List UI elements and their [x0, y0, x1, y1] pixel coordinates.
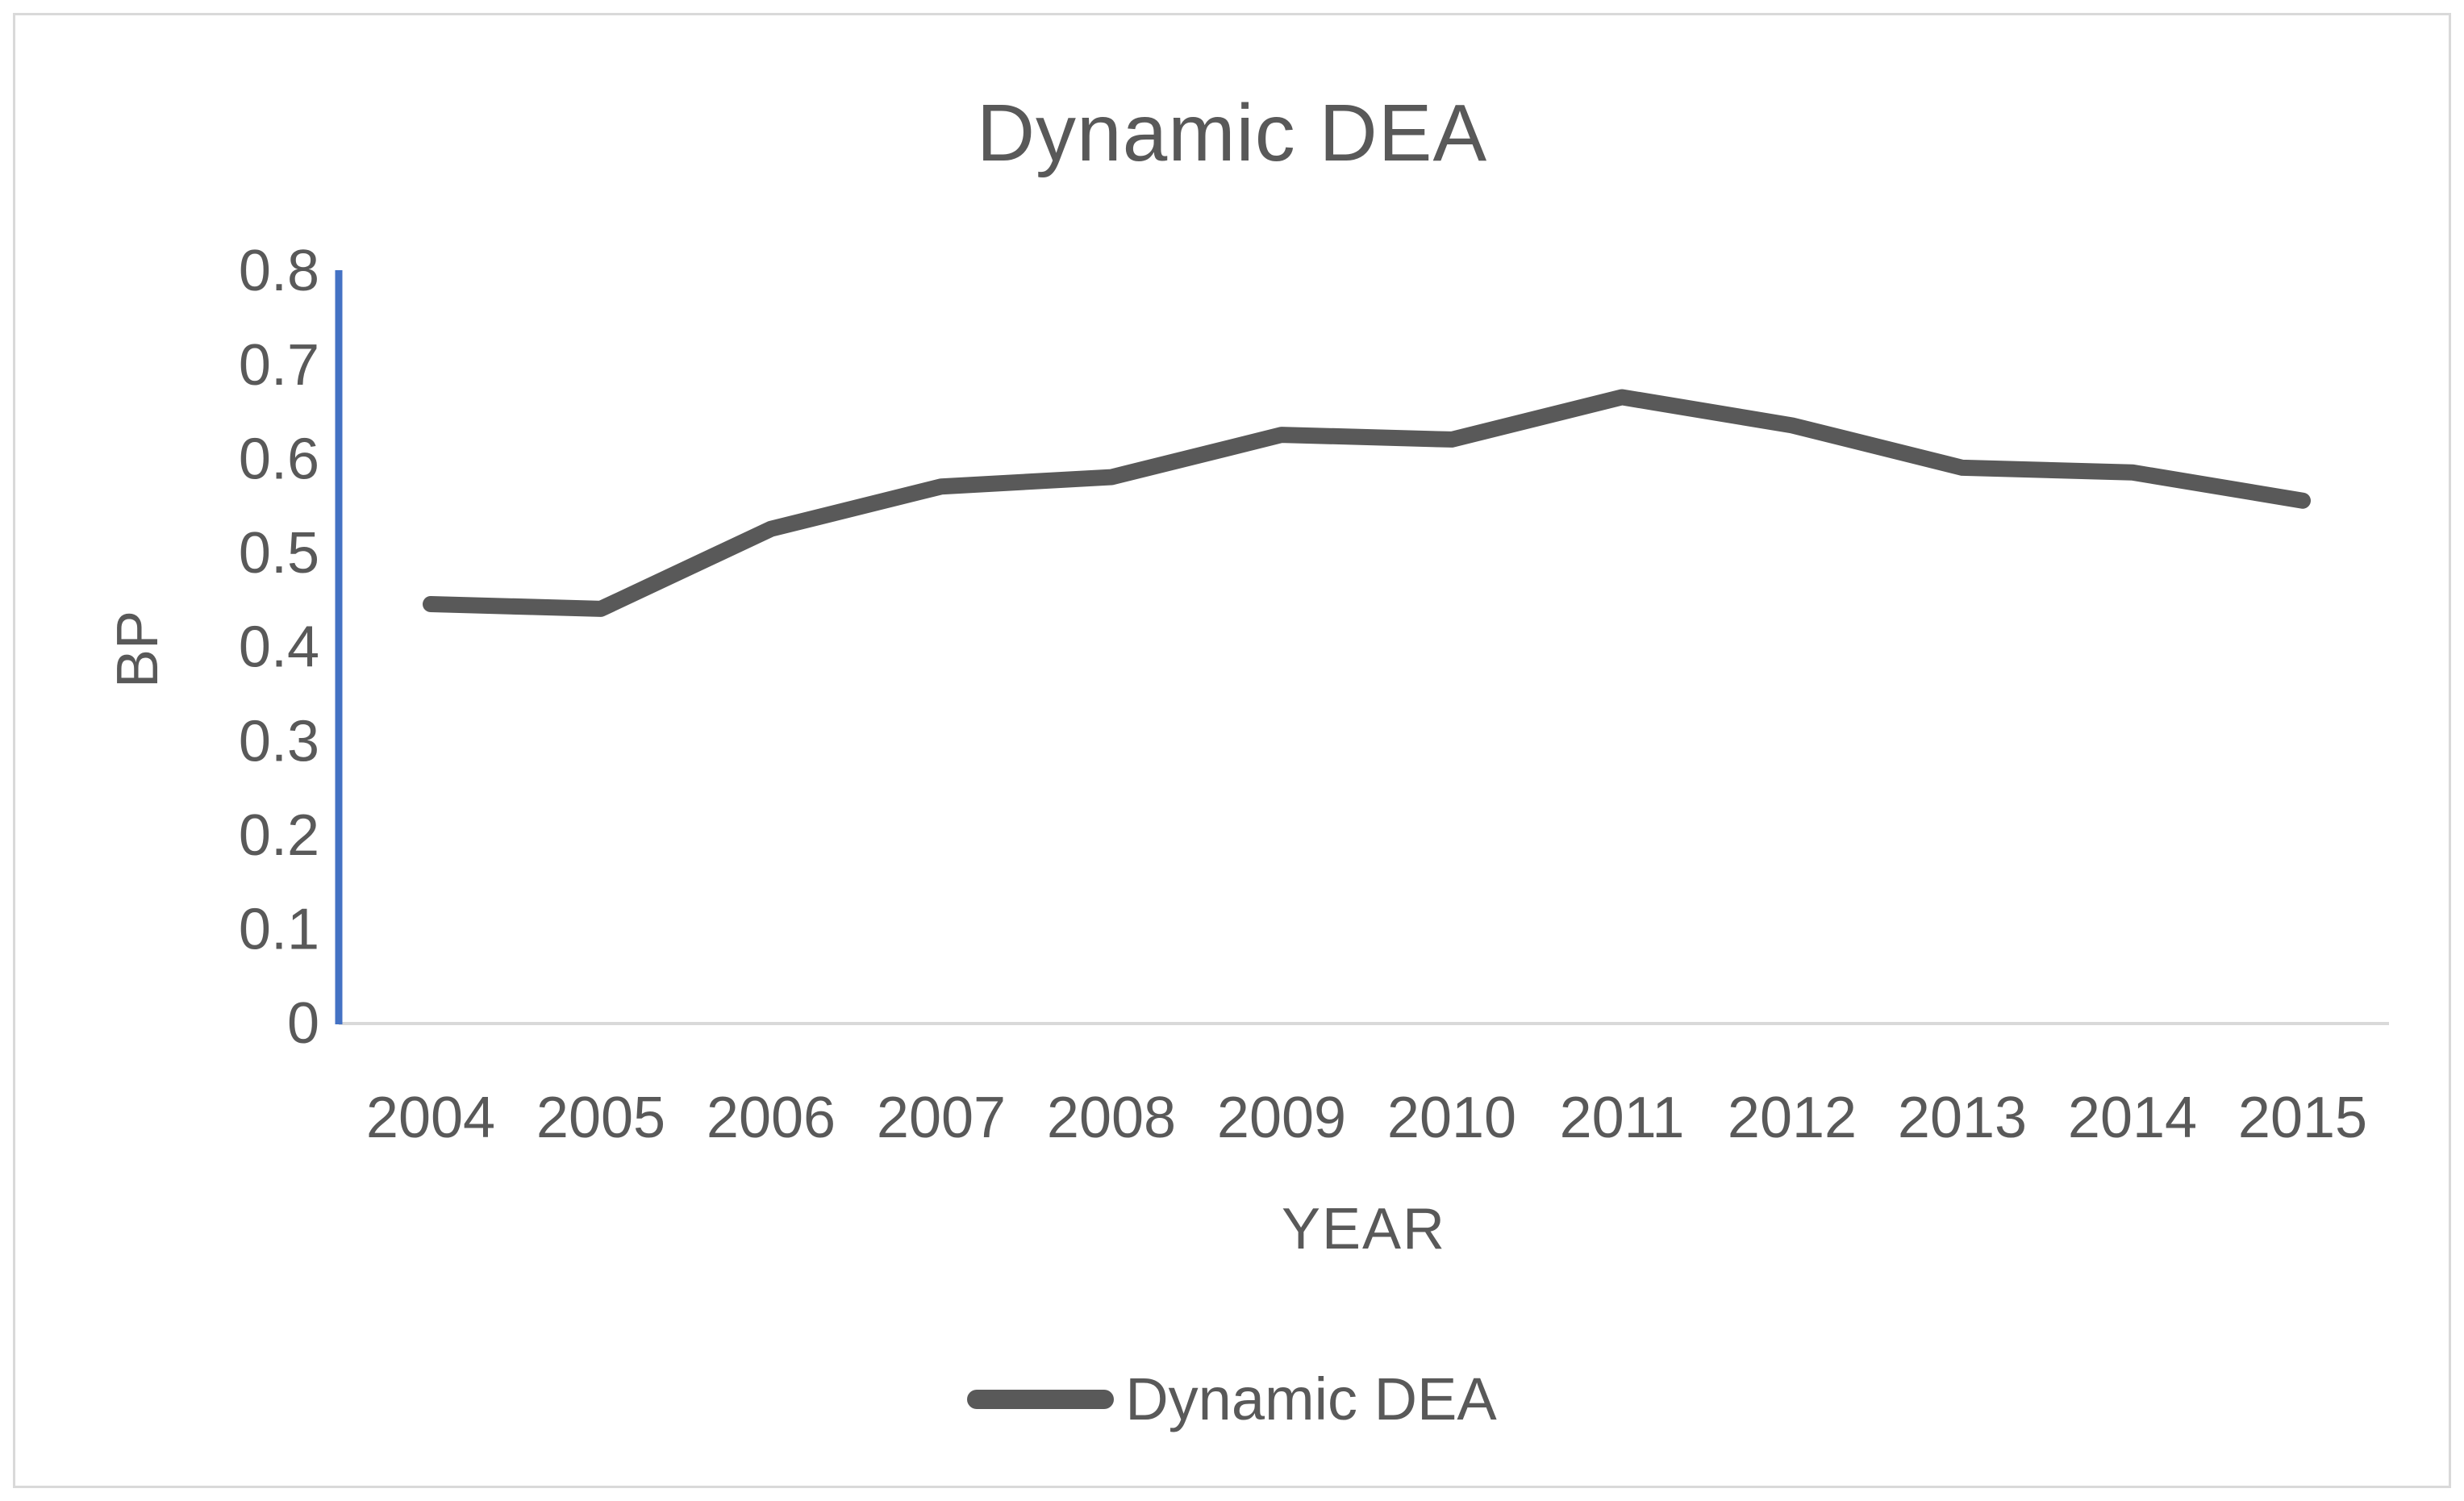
x-tick-label: 2014: [2068, 1086, 2197, 1150]
x-tick-label: 2012: [1728, 1086, 1857, 1150]
x-tick-label: 2009: [1217, 1086, 1346, 1150]
chart-title: Dynamic DEA: [976, 88, 1488, 178]
x-tick-label: 2007: [877, 1086, 1006, 1150]
legend-label: Dynamic DEA: [1125, 1365, 1497, 1432]
x-tick-label: 2013: [1898, 1086, 2027, 1150]
x-tick-label: 2010: [1387, 1086, 1516, 1150]
x-tick-label: 2004: [366, 1086, 495, 1150]
y-tick-label: 0: [287, 991, 319, 1056]
y-tick-label: 0.6: [239, 427, 319, 491]
y-tick-label: 0.5: [239, 521, 319, 586]
x-tick-label: 2011: [1560, 1086, 1685, 1150]
y-tick-label: 0.8: [239, 239, 319, 303]
x-tick-label: 2006: [707, 1086, 836, 1150]
y-axis-title: BP: [106, 610, 170, 689]
data-series-line: [423, 389, 2311, 617]
y-tick-label: 0.2: [239, 803, 319, 868]
chart-frame: [13, 13, 2451, 1488]
x-axis-title: YEAR: [1281, 1197, 1447, 1261]
y-tick-label: 0.4: [239, 615, 319, 680]
y-tick-label: 0.3: [239, 709, 319, 773]
y-tick-label: 0.1: [239, 898, 319, 962]
y-tick-label: 0.7: [239, 333, 319, 398]
legend-line-marker: [967, 1389, 1115, 1409]
x-tick-label: 2005: [536, 1086, 665, 1150]
x-tick-label: 2008: [1047, 1086, 1176, 1150]
x-tick-label: 2015: [2238, 1086, 2367, 1150]
legend: Dynamic DEA: [0, 1365, 2464, 1433]
